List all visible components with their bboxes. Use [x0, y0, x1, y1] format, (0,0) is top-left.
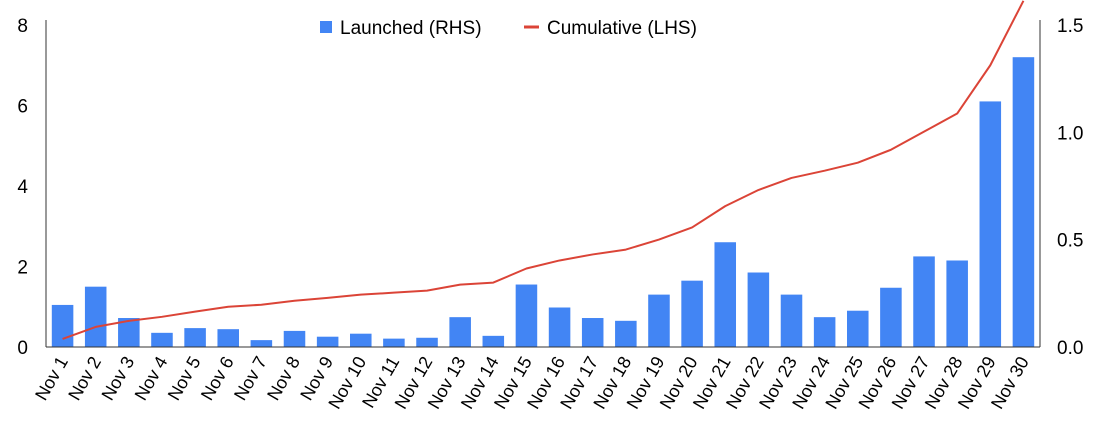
x-tick-label: Nov 6 [197, 353, 238, 404]
x-tick-label: Nov 1 [31, 353, 72, 404]
bar-15 [515, 284, 538, 347]
left-tick-label: 4 [17, 177, 28, 198]
left-tick-label: 6 [17, 97, 28, 118]
bar-24 [813, 317, 836, 347]
bar-5 [184, 328, 206, 347]
left-tick-label: 0 [17, 338, 28, 359]
bar-16 [548, 307, 571, 347]
bar-1 [51, 304, 74, 347]
bar-10 [350, 333, 372, 347]
bar-28 [946, 260, 968, 347]
bar-2 [84, 286, 107, 347]
bar-9 [316, 336, 339, 347]
cumulative-line [62, 0, 1025, 340]
bar-8 [283, 330, 306, 347]
right-tick-label: 1.0 [1057, 123, 1083, 144]
bar-25 [847, 310, 869, 347]
x-tick-label: Nov 2 [64, 353, 105, 404]
bar-12 [416, 337, 438, 347]
right-tick-label: 0.0 [1057, 338, 1083, 359]
bar-27 [913, 256, 935, 347]
bar-21 [714, 242, 737, 347]
bar-22 [747, 272, 770, 347]
bar-17 [581, 318, 604, 347]
x-tick-label: Nov 8 [263, 353, 304, 404]
bar-6 [217, 329, 239, 347]
bar-20 [681, 280, 703, 347]
bar-4 [151, 332, 173, 347]
right-y-axis: 0.0 0.5 1.0 1.5 [1039, 16, 1083, 359]
line-series-cumulative [62, 0, 1025, 340]
bar-30 [1012, 57, 1035, 347]
x-tick-label: Nov 3 [97, 353, 138, 404]
bar-23 [780, 294, 803, 347]
right-tick-label: 1.5 [1057, 16, 1083, 37]
bar-series-launched [51, 57, 1035, 347]
bar-19 [648, 294, 670, 347]
x-tick-label: Nov 7 [230, 353, 271, 404]
bar-11 [383, 338, 405, 347]
chart-legend: Launched (RHS) Cumulative (LHS) [320, 18, 697, 39]
bar-29 [979, 101, 1002, 347]
legend-swatch-launched [320, 21, 332, 33]
bar-7 [250, 340, 273, 347]
x-tick-label: Nov 4 [131, 353, 172, 404]
right-tick-label: 0.5 [1057, 231, 1083, 252]
left-tick-label: 2 [17, 258, 28, 279]
bar-13 [449, 317, 471, 347]
legend-label-cumulative: Cumulative (LHS) [547, 18, 697, 39]
x-tick-label: Nov 5 [164, 353, 205, 404]
left-tick-label: 8 [17, 16, 28, 37]
bar-18 [615, 320, 637, 347]
bar-26 [880, 287, 902, 347]
legend-label-launched: Launched (RHS) [340, 18, 482, 39]
bar-14 [482, 335, 505, 347]
bar-3 [118, 318, 140, 347]
left-y-axis: 0 2 4 6 8 [17, 16, 47, 359]
